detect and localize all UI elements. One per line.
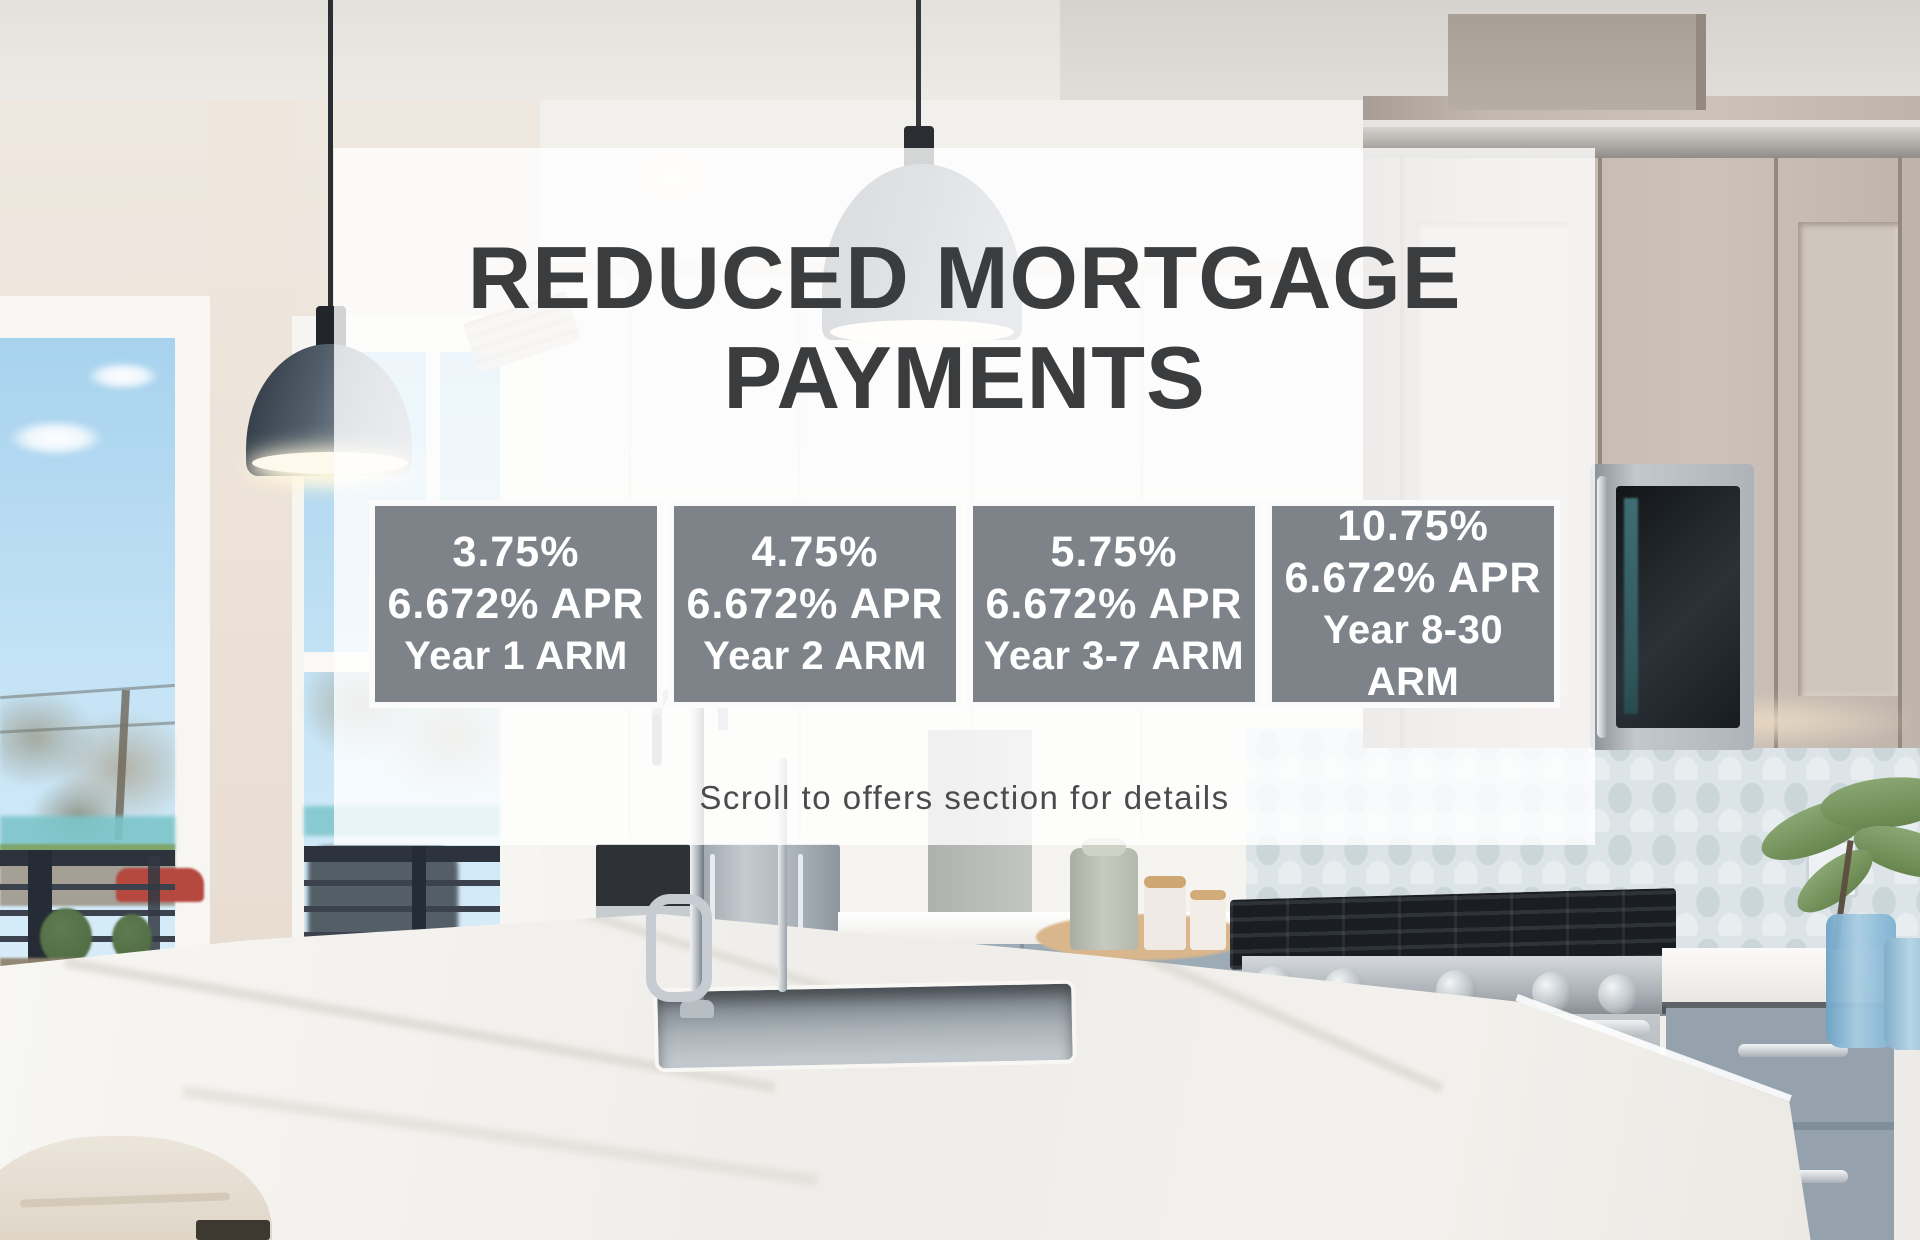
rate-offer-card-2: 4.75% 6.672% APR Year 2 ARM xyxy=(668,500,962,708)
faucet-base xyxy=(680,1000,714,1018)
cloud xyxy=(8,420,104,456)
page-title: REDUCED MORTGAGE PAYMENTS xyxy=(334,228,1595,428)
canister-lid xyxy=(1144,876,1186,888)
offer-rate: 3.75% xyxy=(452,528,580,576)
offer-term: Year 2 ARM xyxy=(703,634,927,678)
offer-apr: 6.672% APR xyxy=(985,580,1243,628)
offer-term: Year 8-30 ARM xyxy=(1322,608,1504,704)
range-knob xyxy=(1598,974,1638,1014)
cabinet-seam xyxy=(1598,156,1602,748)
wall-between-windows xyxy=(210,100,294,1012)
balcony-rail xyxy=(304,846,500,862)
ceramic-jar xyxy=(1070,848,1138,950)
faucet-handle-loop xyxy=(646,894,712,1002)
canister-lid xyxy=(1190,890,1226,900)
cloud xyxy=(86,362,160,390)
offer-term: Year 1 ARM xyxy=(404,634,628,678)
balcony-rail-bar xyxy=(304,880,500,886)
page-title-line-2: PAYMENTS xyxy=(723,328,1206,427)
stool-leg xyxy=(196,1220,270,1240)
rate-offer-card-3: 5.75% 6.672% APR Year 3-7 ARM xyxy=(967,500,1261,708)
page-title-line-1: REDUCED MORTGAGE xyxy=(467,228,1462,327)
scroll-hint-text: Scroll to offers section for details xyxy=(699,779,1230,816)
cabinet-seam xyxy=(1774,156,1778,748)
side-sprayer xyxy=(778,758,787,992)
rate-offer-card-4: 10.75% 6.672% APR Year 8-30 ARM xyxy=(1266,500,1560,708)
bush xyxy=(40,908,92,966)
cabinet-soffit xyxy=(1448,14,1706,110)
canister xyxy=(1144,884,1186,950)
canister xyxy=(1190,896,1226,950)
marble-vein xyxy=(182,1085,818,1187)
offer-rate: 5.75% xyxy=(1050,528,1178,576)
rate-offer-card-1: 3.75% 6.672% APR Year 1 ARM xyxy=(369,500,663,708)
microwave-handle xyxy=(1597,476,1608,738)
offer-apr: 6.672% APR xyxy=(387,580,645,628)
undermount-sink xyxy=(653,979,1077,1073)
pendant-cord xyxy=(328,0,333,350)
balcony-rail-bar xyxy=(304,906,500,912)
blue-glass-vase xyxy=(1884,938,1920,1050)
cabinet-seam xyxy=(1898,156,1902,748)
drawer-pull xyxy=(1738,1044,1848,1057)
offer-apr: 6.672% APR xyxy=(686,580,944,628)
hero-overlay-panel: REDUCED MORTGAGE PAYMENTS 3.75% 6.672% A… xyxy=(334,148,1595,845)
cabinet-crown-highlight xyxy=(1363,120,1920,127)
offer-rate: 4.75% xyxy=(751,528,879,576)
rate-offers-row: 3.75% 6.672% APR Year 1 ARM 4.75% 6.672%… xyxy=(334,500,1595,708)
microwave-reflection xyxy=(1624,498,1638,714)
cabinet-door-panel xyxy=(1798,222,1898,696)
microwave-door-glass xyxy=(1616,486,1740,728)
offer-rate: 10.75% xyxy=(1337,502,1489,550)
balcony-rail-bar xyxy=(0,884,175,890)
balcony-rail-bar xyxy=(0,910,175,916)
offer-term: Year 3-7 ARM xyxy=(983,634,1245,678)
pendant-cord xyxy=(916,0,921,166)
offer-apr: 6.672% APR xyxy=(1284,554,1542,602)
